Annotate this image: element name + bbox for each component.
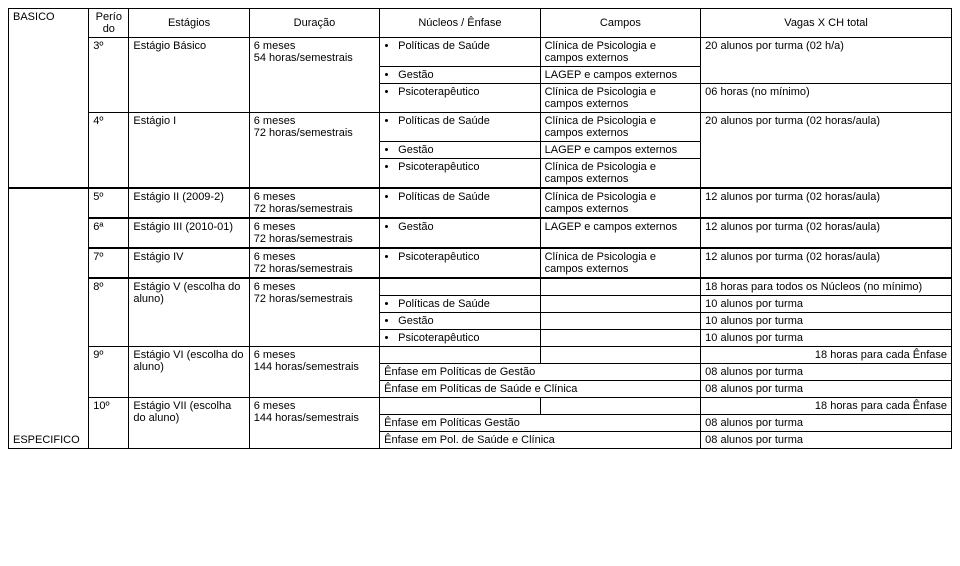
cell-vag-10top: 18 horas para cada Ênfase xyxy=(701,398,952,415)
cell-nuc-8b: Gestão xyxy=(380,313,541,330)
cell-dur-9: 6 meses 144 horas/semestrais xyxy=(249,347,379,398)
cell-per-3: 3º xyxy=(89,38,129,113)
cell-est-8: Estágio V (escolha do aluno) xyxy=(129,279,249,347)
cell-nuc-8c: Psicoterapêutico xyxy=(380,330,541,347)
cell-per-4: 4º xyxy=(89,113,129,188)
cell-per-6: 6ª xyxy=(89,219,129,248)
cell-per-10: 10º xyxy=(89,398,129,449)
hdr-estagios: Estágios xyxy=(129,9,249,38)
cell-est-10: Estágio VII (escolha do aluno) xyxy=(129,398,249,449)
cell-nuc-9top xyxy=(380,347,541,364)
cell-vag-9top: 18 horas para cada Ênfase xyxy=(701,347,952,364)
cell-est-5: Estágio II (2009-2) xyxy=(129,189,249,218)
cell-vag-4: 20 alunos por turma (02 horas/aula) xyxy=(701,113,952,188)
cell-cam-8top xyxy=(540,279,701,296)
cell-nuc-4c: Psicoterapêutico xyxy=(380,159,541,188)
cell-dur-7: 6 meses 72 horas/semestrais xyxy=(249,249,379,278)
cell-cam-3c: Clínica de Psicologia e campos externos xyxy=(540,84,701,113)
cell-vag-3a: 20 alunos por turma (02 h/a) xyxy=(701,38,952,84)
cell-nuc-5: Políticas de Saúde xyxy=(380,189,541,218)
cell-vag-8b: 10 alunos por turma xyxy=(701,313,952,330)
cell-dur-6: 6 meses 72 horas/semestrais xyxy=(249,219,379,248)
cell-cam-6: LAGEP e campos externos xyxy=(540,219,701,248)
cell-cam-3b: LAGEP e campos externos xyxy=(540,67,701,84)
cell-cam-4a: Clínica de Psicologia e campos externos xyxy=(540,113,701,142)
cell-cam-4c: Clínica de Psicologia e campos externos xyxy=(540,159,701,188)
hdr-duracao: Duração xyxy=(249,9,379,38)
cell-nuc-10top xyxy=(380,398,541,415)
cell-est-6: Estágio III (2010-01) xyxy=(129,219,249,248)
cell-vag-10a: 08 alunos por turma xyxy=(701,415,952,432)
cell-per-5: 5º xyxy=(89,189,129,218)
cell-nuc-9b: Ênfase em Políticas de Saúde e Clínica xyxy=(380,381,701,398)
cell-vag-5: 12 alunos por turma (02 horas/aula) xyxy=(701,189,952,218)
category-especifico: ESPECIFICO xyxy=(9,189,89,449)
hdr-vagas: Vagas X CH total xyxy=(701,9,952,38)
hdr-periodo: Perío do xyxy=(89,9,129,38)
cell-vag-8a: 10 alunos por turma xyxy=(701,296,952,313)
cell-cam-5: Clínica de Psicologia e campos externos xyxy=(540,189,701,218)
cell-vag-7: 12 alunos por turma (02 horas/aula) xyxy=(701,249,952,278)
cell-dur-4: 6 meses 72 horas/semestrais xyxy=(249,113,379,188)
cell-cam-4b: LAGEP e campos externos xyxy=(540,142,701,159)
cell-nuc-10a: Ênfase em Políticas Gestão xyxy=(380,415,701,432)
cell-dur-10: 6 meses 144 horas/semestrais xyxy=(249,398,379,449)
cell-nuc-8a: Políticas de Saúde xyxy=(380,296,541,313)
cell-nuc-8top xyxy=(380,279,541,296)
cell-per-7: 7º xyxy=(89,249,129,278)
cell-cam-8b xyxy=(540,313,701,330)
cell-cam-10top xyxy=(540,398,701,415)
cell-nuc-3a: Políticas de Saúde xyxy=(380,38,541,67)
hdr-campos: Campos xyxy=(540,9,701,38)
cell-nuc-4b: Gestão xyxy=(380,142,541,159)
cell-nuc-9a: Ênfase em Políticas de Gestão xyxy=(380,364,701,381)
cell-cam-8a xyxy=(540,296,701,313)
cell-cam-9top xyxy=(540,347,701,364)
category-basico: BASICO xyxy=(9,9,89,188)
cell-cam-3a: Clínica de Psicologia e campos externos xyxy=(540,38,701,67)
cell-vag-9b: 08 alunos por turma xyxy=(701,381,952,398)
cell-dur-5: 6 meses 72 horas/semestrais xyxy=(249,189,379,218)
cell-nuc-10b: Ênfase em Pol. de Saúde e Clínica xyxy=(380,432,701,449)
cell-nuc-3c: Psicoterapêutico xyxy=(380,84,541,113)
cell-vag-8top: 18 horas para todos os Núcleos (no mínim… xyxy=(701,279,952,296)
curriculum-table: BASICO Perío do Estágios Duração Núcleos… xyxy=(8,8,952,449)
cell-per-8: 8º xyxy=(89,279,129,347)
cell-vag-8c: 10 alunos por turma xyxy=(701,330,952,347)
cell-est-7: Estágio IV xyxy=(129,249,249,278)
cell-dur-3: 6 meses 54 horas/semestrais xyxy=(249,38,379,113)
cell-nuc-4a: Políticas de Saúde xyxy=(380,113,541,142)
cell-vag-9a: 08 alunos por turma xyxy=(701,364,952,381)
cell-per-9: 9º xyxy=(89,347,129,398)
cell-vag-3b: 06 horas (no mínimo) xyxy=(701,84,952,113)
cell-nuc-6: Gestão xyxy=(380,219,541,248)
cell-cam-8c xyxy=(540,330,701,347)
cell-nuc-7: Psicoterapêutico xyxy=(380,249,541,278)
cell-vag-10b: 08 alunos por turma xyxy=(701,432,952,449)
cell-cam-7: Clínica de Psicologia e campos externos xyxy=(540,249,701,278)
cell-est-9: Estágio VI (escolha do aluno) xyxy=(129,347,249,398)
cell-nuc-3b: Gestão xyxy=(380,67,541,84)
cell-est-3: Estágio Básico xyxy=(129,38,249,113)
hdr-nucleos: Núcleos / Ênfase xyxy=(380,9,541,38)
cell-est-4: Estágio I xyxy=(129,113,249,188)
cell-dur-8: 6 meses 72 horas/semestrais xyxy=(249,279,379,347)
cell-vag-6: 12 alunos por turma (02 horas/aula) xyxy=(701,219,952,248)
